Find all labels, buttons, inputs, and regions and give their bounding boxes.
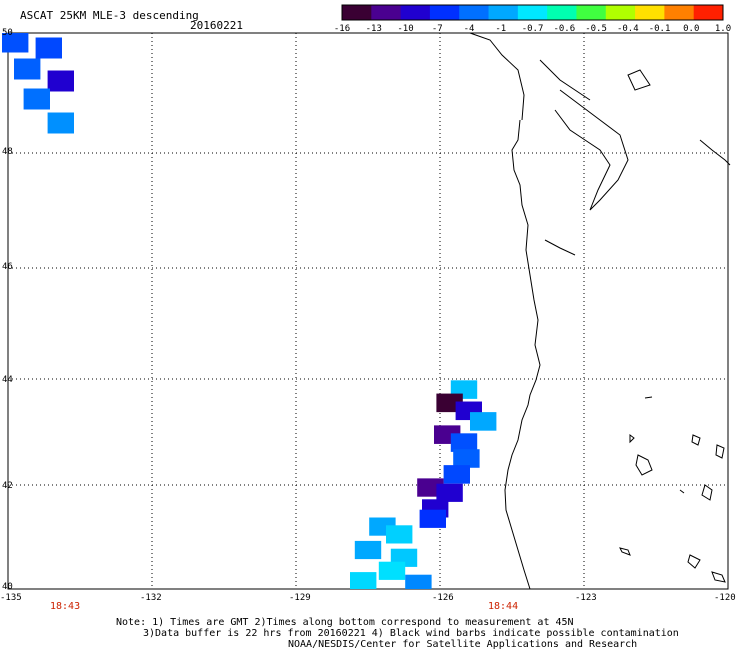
color-scale-label: -4	[463, 24, 475, 34]
lon-label: -132	[140, 593, 162, 603]
swath-cell	[35, 37, 62, 59]
lon-label: -123	[575, 593, 597, 603]
swath-cell	[405, 574, 432, 589]
color-scale-swatch	[605, 5, 636, 20]
note-line-3: NOAA/NESDIS/Center for Satellite Applica…	[288, 639, 638, 650]
color-scale-swatch	[664, 5, 695, 20]
color-scale-swatch	[429, 5, 460, 20]
swath-cell	[23, 88, 50, 110]
color-scale-label: -0.1	[648, 24, 671, 34]
color-scale-swatch	[400, 5, 431, 20]
swath-cell	[2, 33, 29, 53]
color-scale-swatch	[488, 5, 519, 20]
lon-label: -135	[0, 593, 22, 603]
swath-cell	[436, 483, 463, 502]
color-scale-swatch	[576, 5, 607, 20]
time-label-end: 18:44	[488, 601, 519, 612]
wind-swath-cells	[2, 33, 497, 589]
lat-label: 46	[2, 262, 13, 272]
color-scale-swatch	[635, 5, 665, 20]
color-scale-label: -0.6	[553, 24, 576, 34]
lon-label: -129	[289, 593, 311, 603]
time-label-start: 18:43	[50, 601, 81, 612]
color-scale-label: 1.0	[714, 24, 732, 34]
swath-cell	[354, 540, 382, 560]
swath-cell	[450, 433, 478, 452]
swath-cell	[14, 58, 41, 80]
color-scale-label: 0.0	[683, 24, 700, 34]
color-scale-label: -0.7	[521, 24, 544, 34]
color-scale-swatch	[371, 5, 402, 20]
color-scale-swatch	[517, 5, 548, 20]
swath-cell	[378, 561, 406, 580]
lat-label: 44	[2, 375, 13, 385]
coastline	[469, 32, 731, 590]
lat-label: 42	[2, 481, 13, 491]
swath-cell	[470, 412, 497, 431]
color-scale-label: -1	[495, 24, 507, 34]
swath-cell	[386, 525, 413, 544]
color-scale-label: -10	[397, 24, 414, 34]
color-scale-border	[341, 4, 724, 21]
swath-cell	[419, 509, 446, 528]
swath-cell	[443, 465, 470, 484]
plot-frame	[7, 32, 729, 590]
color-scale-bar	[341, 4, 724, 21]
lon-label: -126	[432, 593, 454, 603]
lat-lon-grid	[8, 33, 728, 589]
lon-label: -120	[714, 593, 736, 603]
note-line-1: Note: 1) Times are GMT 2)Times along bot…	[116, 617, 574, 628]
color-scale-label: -16	[333, 24, 351, 34]
color-scale-swatch	[342, 5, 372, 20]
color-scale-swatch	[459, 5, 490, 20]
swath-cell	[350, 572, 377, 589]
note-line-2: 3)Data buffer is 22 hrs from 20160221 4)…	[143, 628, 679, 639]
map-date: 20160221	[190, 19, 243, 32]
lat-label: 40	[2, 582, 13, 592]
color-scale-label: -13	[365, 24, 382, 34]
lat-label: 48	[2, 147, 13, 157]
color-scale-label: -0.4	[616, 24, 639, 34]
color-scale-label: -7	[431, 24, 443, 34]
swath-cell	[47, 70, 74, 92]
color-scale-swatch	[547, 5, 577, 20]
map-title: ASCAT 25KM MLE-3 descending	[20, 9, 199, 22]
lat-label: 50	[2, 28, 13, 38]
swath-cell	[453, 449, 480, 468]
swath-cell	[47, 112, 74, 134]
color-scale-label: -0.5	[585, 24, 607, 34]
color-scale-swatch	[693, 5, 724, 20]
